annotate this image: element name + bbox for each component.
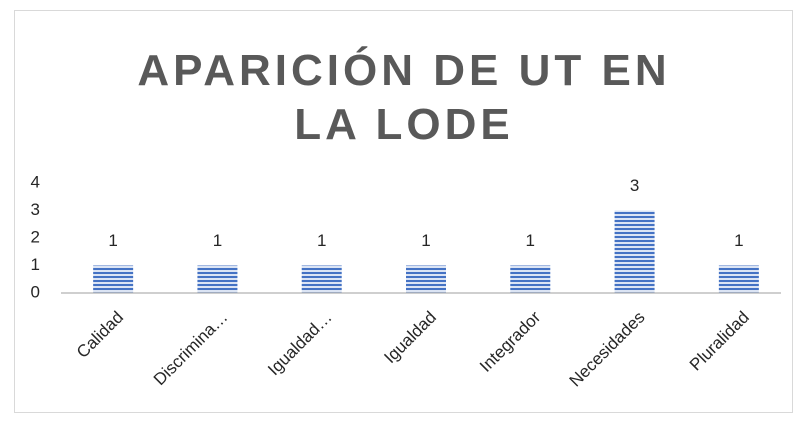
data-label: 1	[108, 231, 117, 250]
y-tick-label: 1	[31, 255, 40, 274]
bar	[510, 265, 551, 293]
data-label: 1	[317, 231, 326, 250]
data-label: 1	[421, 231, 430, 250]
y-tick-label: 4	[31, 172, 40, 191]
x-tick-label: Igualdad	[380, 308, 440, 368]
data-label: 3	[630, 176, 639, 195]
bar	[406, 265, 446, 293]
bar	[614, 210, 655, 293]
x-tick-label: Integrador	[476, 307, 544, 375]
x-tick-label: Calidad	[73, 308, 127, 362]
y-tick-label: 3	[31, 200, 40, 219]
chart-title: APARICIÓN DE UT EN LA LODE	[137, 46, 671, 149]
bar	[301, 265, 342, 293]
bar	[93, 265, 134, 293]
x-tick-label: Igualdad…	[264, 308, 336, 380]
x-tick-label: Discrimina…	[150, 308, 232, 390]
chart-frame	[14, 10, 793, 413]
y-tick-label: 0	[31, 282, 40, 301]
data-label: 1	[526, 231, 535, 250]
y-tick-label: 2	[31, 227, 40, 246]
data-label: 1	[734, 231, 743, 250]
data-label: 1	[213, 231, 222, 250]
bar	[197, 265, 238, 293]
x-tick-label: Necesidades	[566, 308, 649, 391]
bar	[718, 265, 759, 293]
x-tick-label: Pluralidad	[686, 308, 753, 375]
